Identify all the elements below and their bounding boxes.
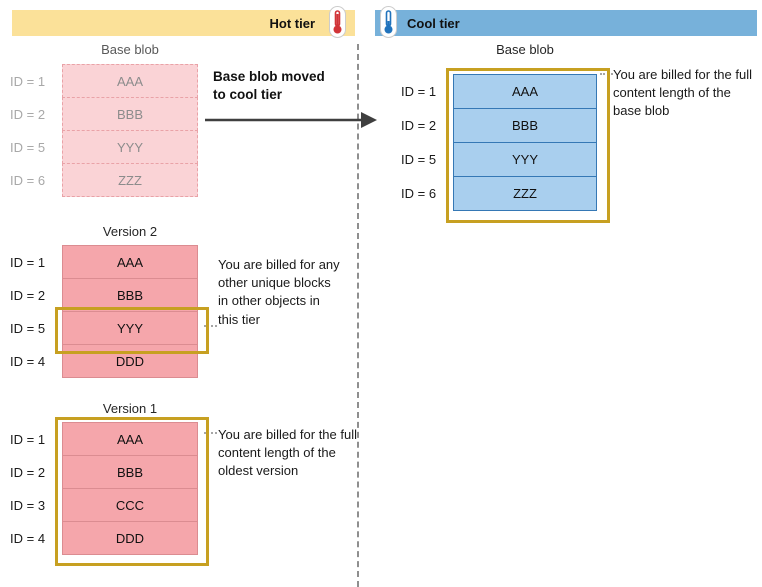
row-id-label: ID = 1 [10, 254, 46, 270]
row-id-label: ID = 2 [10, 106, 46, 122]
block-cell: BBB [62, 97, 198, 131]
row-id-label: ID = 6 [10, 172, 46, 188]
dotted-connector [600, 73, 613, 75]
tier-divider [357, 44, 359, 587]
table-row: ID = 2 BBB [8, 278, 198, 312]
version2-title: Version 2 [102, 224, 158, 239]
table-row: ID = 5 YYY [8, 130, 198, 164]
version1-note: You are billed for the full content leng… [218, 427, 358, 479]
hot-tier-header: Hot tier [12, 10, 355, 36]
move-arrow-icon [205, 112, 377, 128]
version1-table: ID = 1 AAA ID = 2 BBB ID = 3 CCC ID = 4 … [8, 422, 198, 555]
block-cell: CCC [62, 488, 198, 522]
table-row: ID = 2 BBB [8, 455, 198, 489]
dotted-connector [204, 325, 217, 327]
block-cell: AAA [453, 74, 597, 109]
row-id-label: ID = 1 [10, 73, 46, 89]
table-row: ID = 4 DDD [8, 344, 198, 378]
row-id-label: ID = 2 [401, 118, 437, 133]
version1-title: Version 1 [102, 401, 158, 416]
table-row: ID = 6 ZZZ [399, 176, 597, 211]
table-row: ID = 1 AAA [8, 64, 198, 98]
version2-table: ID = 1 AAA ID = 2 BBB ID = 5 YYY ID = 4 … [8, 245, 198, 378]
dotted-connector [204, 432, 217, 434]
cool-base-blob-table: ID = 1 AAA ID = 2 BBB ID = 5 YYY ID = 6 … [399, 74, 597, 211]
cool-tier-header: Cool tier [375, 10, 757, 36]
table-row: ID = 1 AAA [399, 74, 597, 109]
row-id-label: ID = 6 [401, 186, 437, 201]
hot-base-blob-table: ID = 1 AAA ID = 2 BBB ID = 5 YYY ID = 6 … [8, 64, 198, 197]
row-id-label: ID = 2 [10, 287, 46, 303]
table-row: ID = 4 DDD [8, 521, 198, 555]
block-cell: AAA [62, 245, 198, 279]
row-id-label: ID = 5 [10, 320, 46, 336]
table-row: ID = 3 CCC [8, 488, 198, 522]
block-cell: BBB [453, 108, 597, 143]
cool-base-blob-title: Base blob [496, 42, 554, 57]
moved-note-line2: to cool tier [213, 87, 283, 103]
row-id-label: ID = 5 [401, 152, 437, 167]
table-row: ID = 1 AAA [8, 422, 198, 456]
block-cell: BBB [62, 278, 198, 312]
table-row: ID = 2 BBB [399, 108, 597, 143]
block-cell: AAA [62, 422, 198, 456]
block-cell: YYY [453, 142, 597, 177]
table-row: ID = 2 BBB [8, 97, 198, 131]
table-row: ID = 5 YYY [8, 311, 198, 345]
block-cell: BBB [62, 455, 198, 489]
row-id-label: ID = 4 [10, 530, 46, 546]
table-row: ID = 1 AAA [8, 245, 198, 279]
hot-base-blob-title: Base blob [101, 42, 159, 57]
hot-tier-label: Hot tier [269, 15, 316, 31]
row-id-label: ID = 4 [10, 353, 46, 369]
cool-thermometer-icon [380, 6, 397, 38]
table-row: ID = 5 YYY [399, 142, 597, 177]
block-cell: ZZZ [62, 163, 198, 197]
cool-base-blob-note: You are billed for the full content leng… [613, 67, 753, 119]
block-cell: DDD [62, 344, 198, 378]
block-cell: DDD [62, 521, 198, 555]
row-id-label: ID = 3 [10, 497, 46, 513]
moved-note: Base blob moved to cool tier [213, 68, 363, 104]
block-cell: YYY [62, 311, 198, 345]
block-cell: ZZZ [453, 176, 597, 211]
hot-thermometer-icon [329, 6, 346, 38]
row-id-label: ID = 1 [10, 431, 46, 447]
moved-note-line1: Base blob moved [213, 69, 325, 84]
table-row: ID = 6 ZZZ [8, 163, 198, 197]
row-id-label: ID = 1 [401, 84, 437, 99]
block-cell: AAA [62, 64, 198, 98]
block-cell: YYY [62, 130, 198, 164]
cool-tier-label: Cool tier [407, 15, 460, 31]
row-id-label: ID = 2 [10, 464, 46, 480]
version2-note: You are billed for any other unique bloc… [218, 257, 340, 327]
row-id-label: ID = 5 [10, 139, 46, 155]
